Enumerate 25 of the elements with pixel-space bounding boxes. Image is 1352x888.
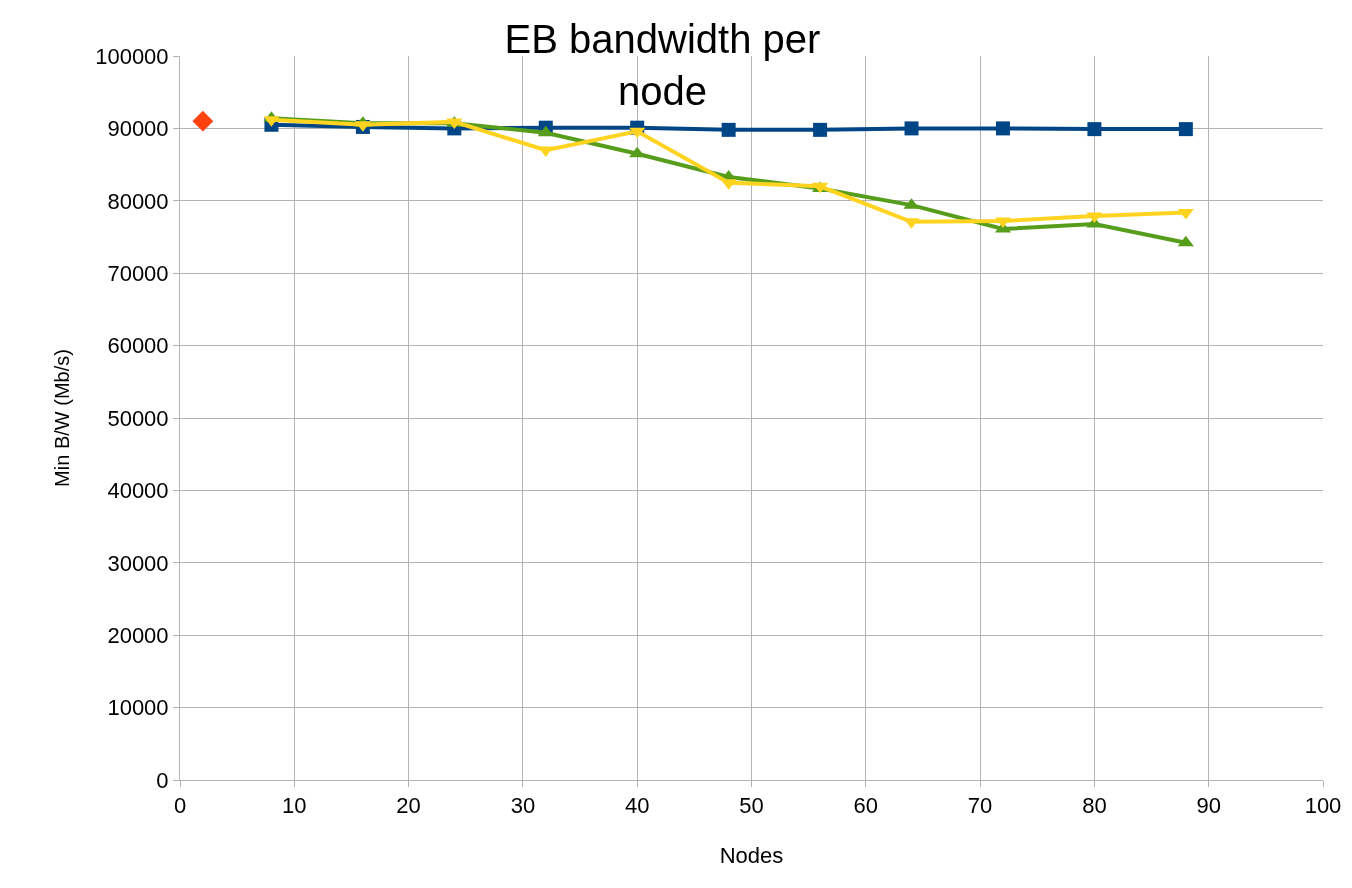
x-tick-label: 20 xyxy=(396,793,421,819)
x-tick-label: 80 xyxy=(1082,793,1107,819)
y-tick-label: 20000 xyxy=(107,622,169,648)
y-tick-label: 10000 xyxy=(107,695,169,721)
y-tick-label: 50000 xyxy=(107,405,169,431)
x-tick-label: 50 xyxy=(739,793,764,819)
y-tick-label: 0 xyxy=(156,767,169,793)
x-axis-title: Nodes xyxy=(719,843,784,869)
x-tick-label: 60 xyxy=(853,793,879,819)
y-tick-label: 30000 xyxy=(107,550,169,576)
y-tick-label: 80000 xyxy=(107,188,169,214)
x-tick-label: 10 xyxy=(282,793,307,819)
x-tick-label: 30 xyxy=(510,793,536,819)
y-axis-title: Min B/W (Mb/s) xyxy=(50,349,73,487)
chart-title: EB bandwidth per node xyxy=(504,17,821,114)
y-tick-label: 60000 xyxy=(107,333,169,359)
x-tick-label: 100 xyxy=(1304,793,1342,819)
y-tick-label: 100000 xyxy=(95,43,169,69)
x-tick-label: 90 xyxy=(1196,793,1221,819)
x-tick-label: 40 xyxy=(624,793,650,819)
y-tick-label: 70000 xyxy=(107,260,169,286)
y-tick-label: 40000 xyxy=(107,478,169,504)
x-tick-label: 0 xyxy=(173,793,187,819)
y-tick-label: 90000 xyxy=(107,116,169,142)
x-tick-label: 70 xyxy=(967,793,993,819)
